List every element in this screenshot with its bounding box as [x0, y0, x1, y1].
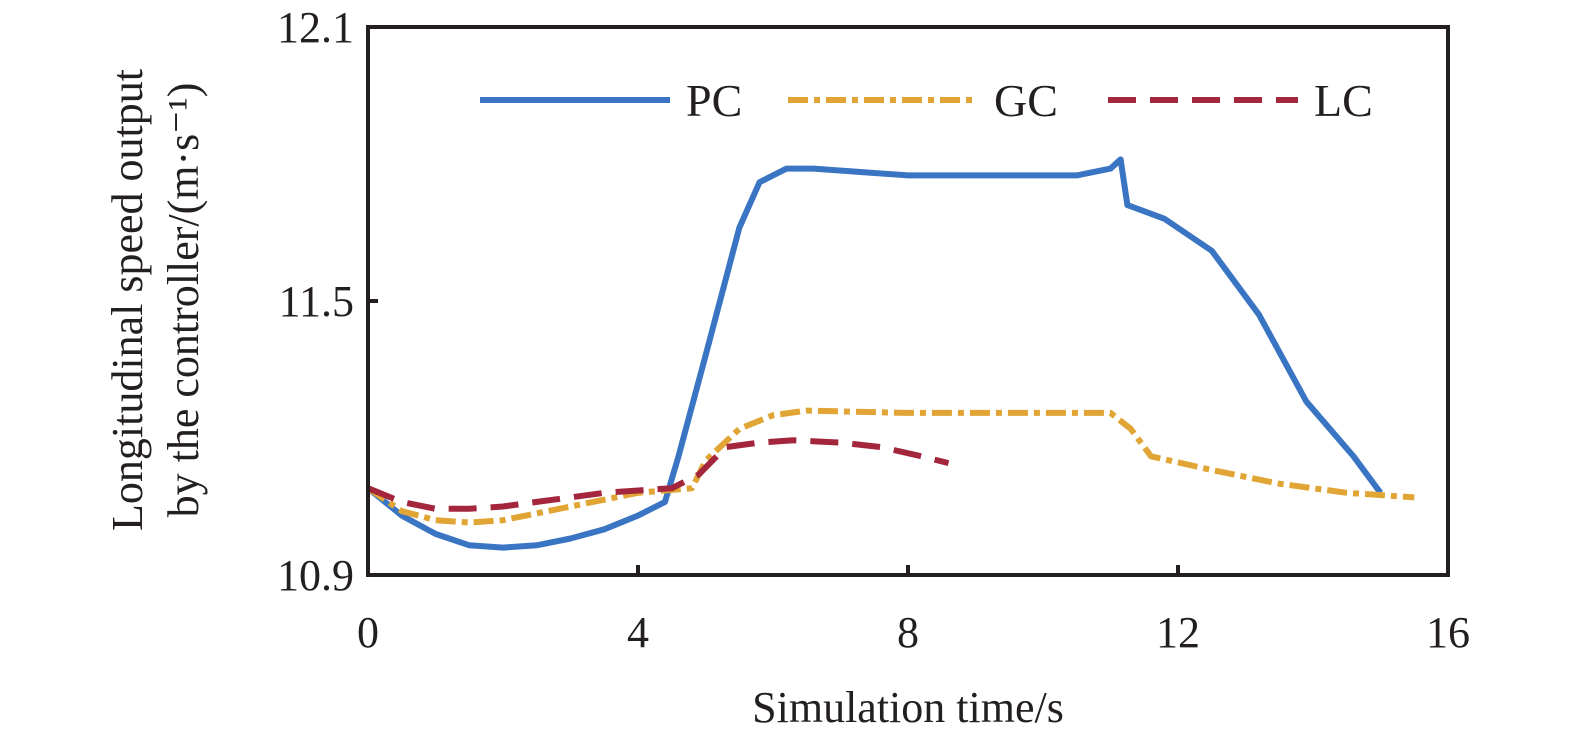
y-axis-title-line: Longitudinal speed output — [103, 69, 152, 531]
plot-frame — [366, 25, 1450, 577]
y-tick-label: 12.1 — [277, 3, 354, 52]
axes-layer: 0 4 8 12 16 10.9 11.5 12.1 — [277, 3, 1470, 657]
x-tick-label: 4 — [627, 608, 649, 657]
x-axis-title: Simulation time/s — [752, 683, 1064, 732]
legend-label-gc: GC — [994, 75, 1058, 126]
legend-label-lc: LC — [1314, 75, 1373, 126]
series-line-lc — [366, 437, 950, 512]
y-tick-label: 10.9 — [277, 551, 354, 600]
legend-label-pc: PC — [686, 75, 742, 126]
x-tick-label: 12 — [1156, 608, 1200, 657]
legend: PC GC LC — [480, 75, 1373, 126]
series-layer — [366, 156, 1415, 551]
x-tick-label: 8 — [897, 608, 919, 657]
x-tick-label: 16 — [1426, 608, 1470, 657]
y-axis-title-line: by the controller/(m·s⁻¹) — [159, 83, 208, 518]
x-tick-label: 0 — [357, 608, 379, 657]
series-line-pc — [366, 156, 1383, 551]
series-line-gc — [366, 407, 1415, 526]
y-tick-label: 11.5 — [279, 277, 354, 326]
